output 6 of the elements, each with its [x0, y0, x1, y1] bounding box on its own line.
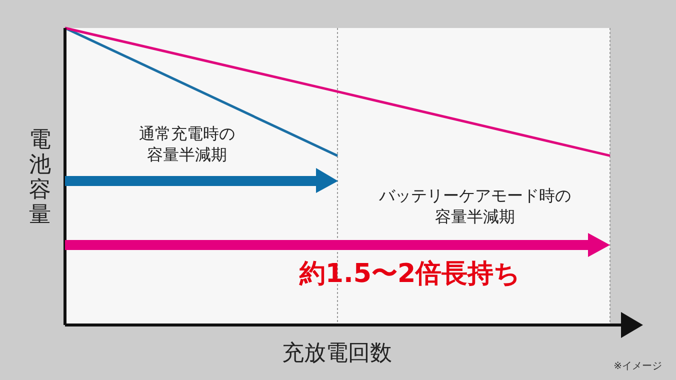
annotation: バッテリーケアモード時の容量半減期: [378, 186, 571, 226]
annotation: 約1.5〜2倍長持ち: [298, 259, 521, 289]
y-axis-title: 電池容量: [29, 128, 51, 228]
x-axis-title: 充放電回数: [282, 341, 392, 366]
annotation: 通常充電時の容量半減期: [139, 124, 235, 164]
text: ※イメージ: [614, 361, 662, 372]
